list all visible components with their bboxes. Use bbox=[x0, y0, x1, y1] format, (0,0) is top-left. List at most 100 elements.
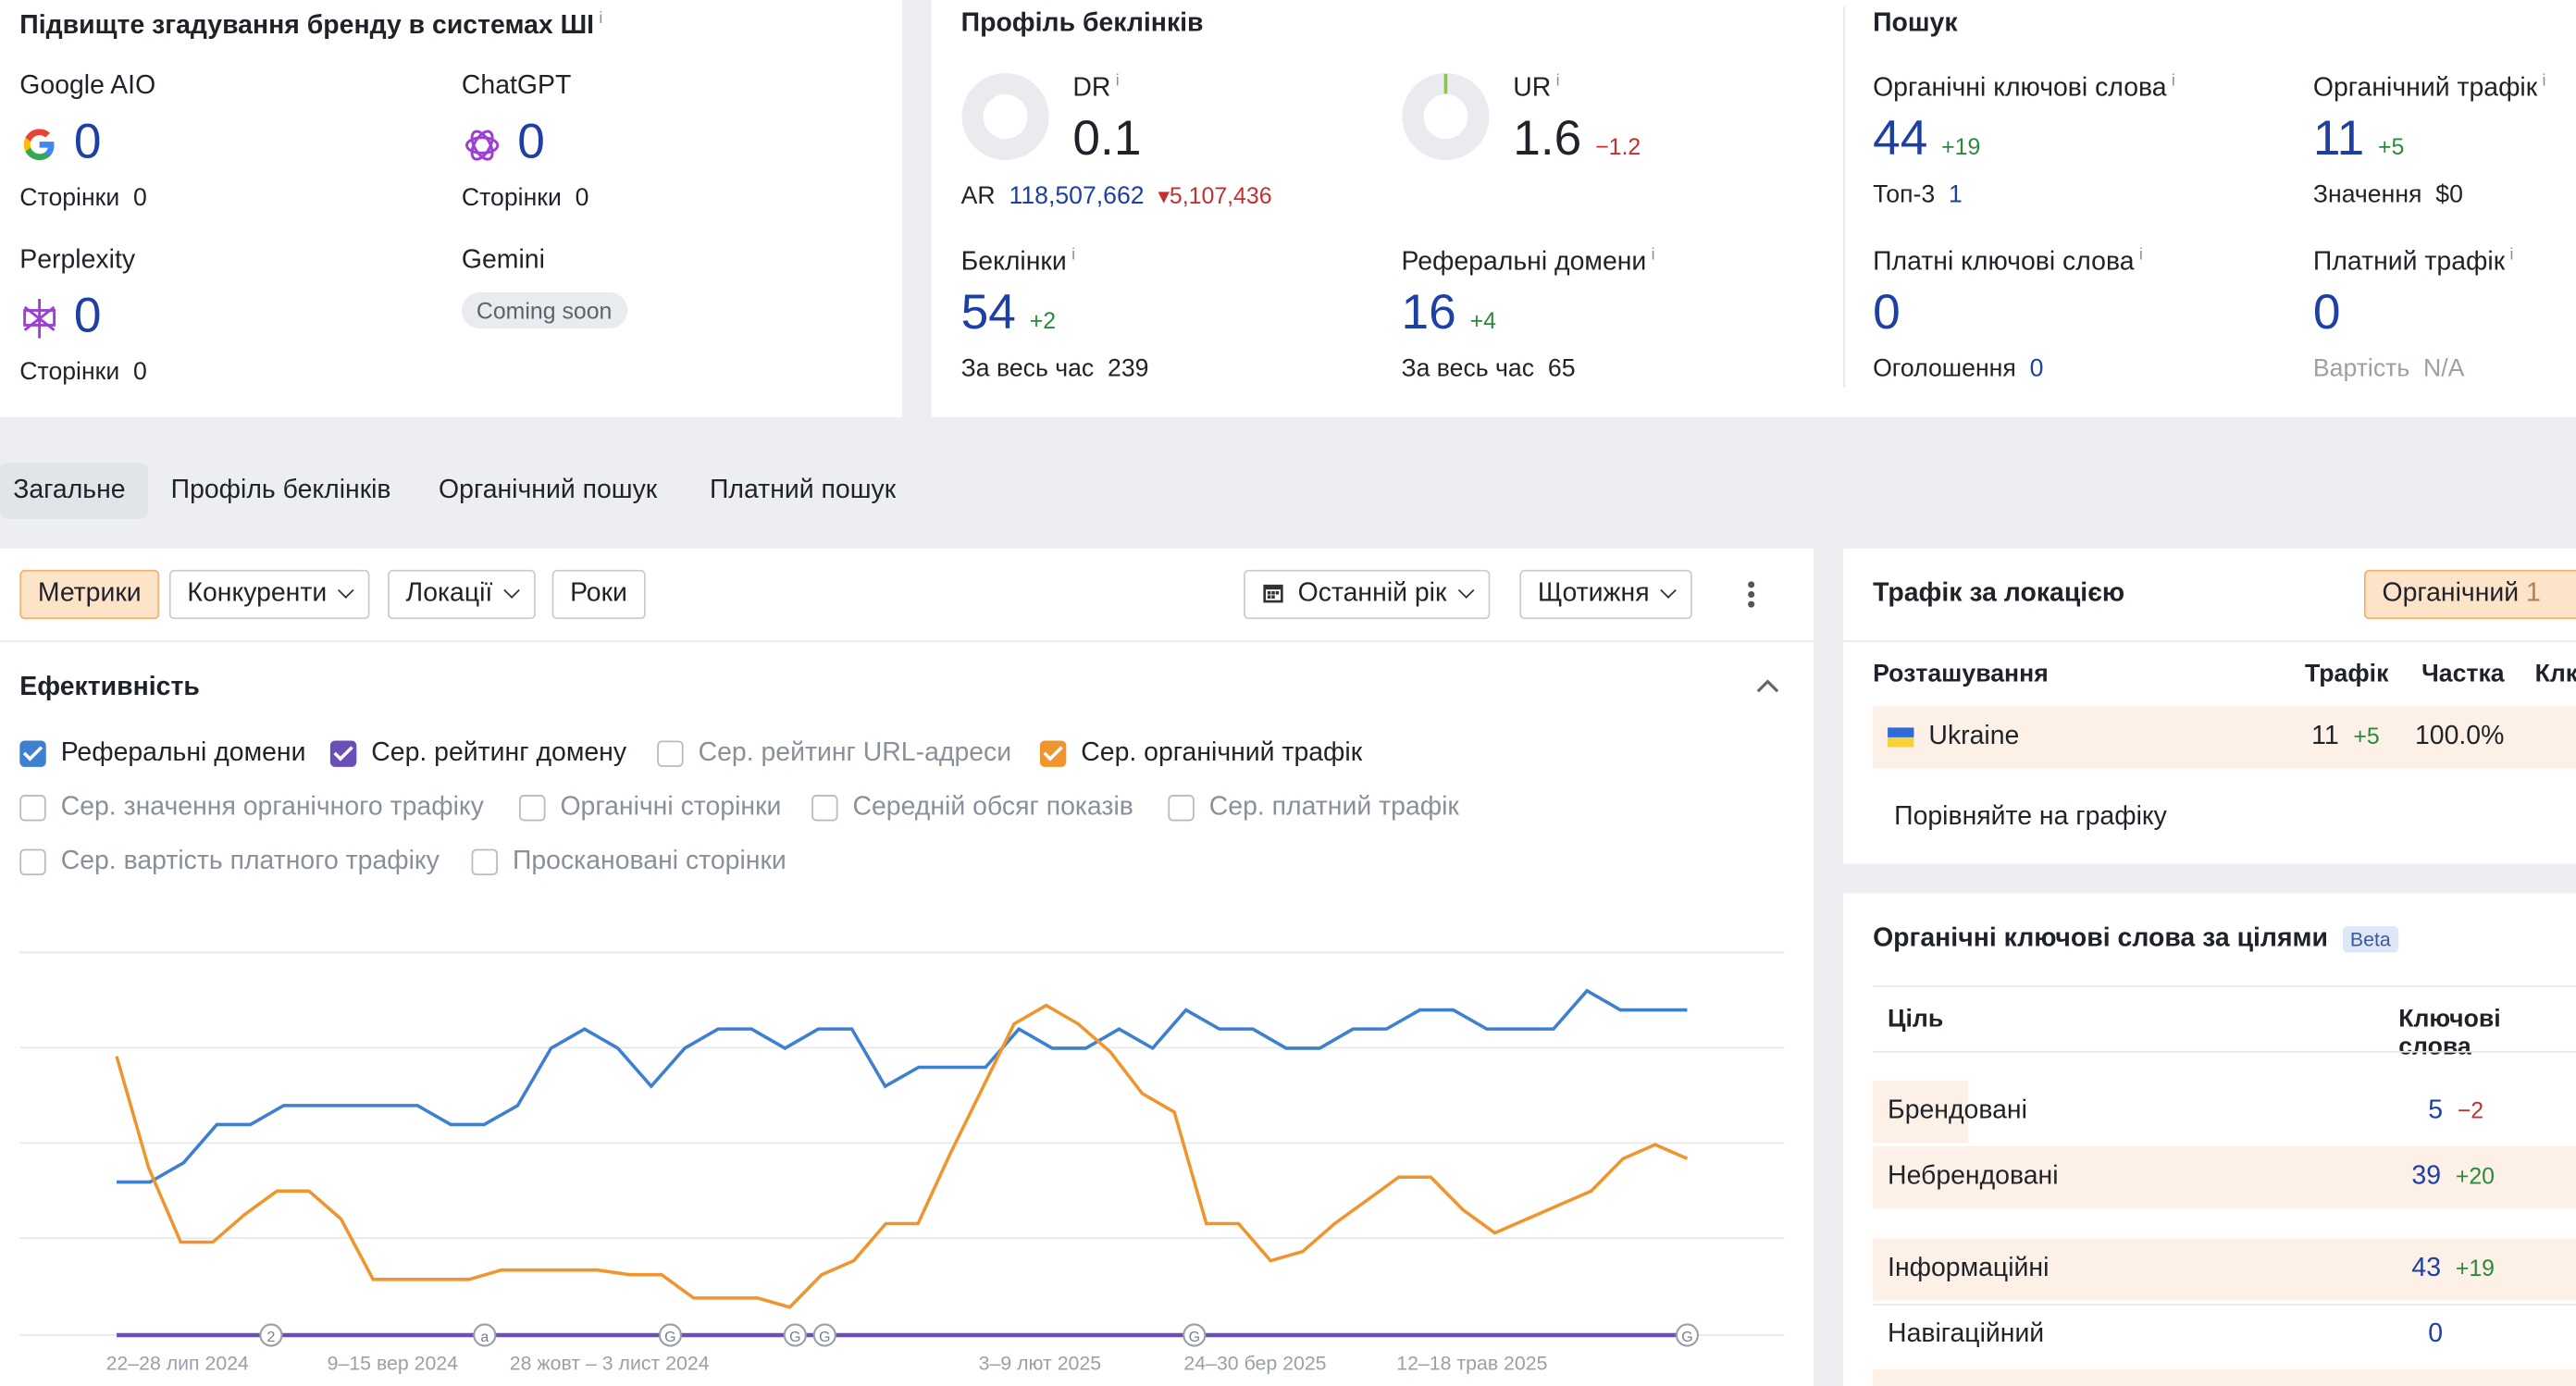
tab-overview[interactable]: Загальне bbox=[0, 463, 148, 519]
info-icon[interactable]: i bbox=[2138, 246, 2143, 265]
info-icon[interactable]: i bbox=[2509, 246, 2514, 265]
metric-checkbox[interactable]: Сер. рейтинг URL-адреси bbox=[657, 739, 1011, 769]
intent-navigational[interactable]: Навігаційний bbox=[1888, 1320, 2045, 1349]
ref-domains-label: Реферальні домени i bbox=[1401, 246, 1655, 277]
info-icon[interactable]: i bbox=[1651, 246, 1655, 265]
intent-branded[interactable]: Брендовані bbox=[1888, 1096, 2027, 1125]
locations-button[interactable]: Локації bbox=[388, 569, 536, 620]
perplexity-value[interactable]: 0 bbox=[73, 289, 102, 343]
backlinks-search-card: Профіль беклінків DR i 0.1 AR 118,507,662… bbox=[931, 0, 2576, 417]
paid-kw-value[interactable]: 0 bbox=[1873, 285, 1901, 340]
col-location[interactable]: Розташування bbox=[1873, 660, 2049, 688]
chatgpt-value[interactable]: 0 bbox=[517, 115, 545, 169]
annotation-marker[interactable]: a bbox=[473, 1323, 497, 1347]
ur-value: 1.6 −1.2 bbox=[1513, 111, 1641, 167]
tab-paid[interactable]: Платний пошук bbox=[710, 476, 897, 504]
series-line[interactable] bbox=[115, 1003, 1689, 1309]
svg-text:G: G bbox=[1189, 1330, 1200, 1345]
tab-organic[interactable]: Органічний пошук bbox=[439, 476, 658, 504]
ref-domains-value[interactable]: 16 +4 bbox=[1401, 285, 1496, 340]
location-country[interactable]: Ukraine bbox=[1928, 722, 2020, 751]
x-tick-label: 28 жовт – 3 лист 2024 bbox=[510, 1352, 710, 1374]
tab-backlinks[interactable]: Профіль беклінків bbox=[170, 476, 391, 504]
paid-traffic-value[interactable]: 0 bbox=[2312, 285, 2341, 340]
info-icon[interactable]: i bbox=[1071, 246, 1076, 265]
col-clicks[interactable]: Клк bbox=[2534, 660, 2576, 688]
metric-checkbox[interactable]: Органічні сторінки bbox=[519, 793, 781, 823]
location-traffic: 11 +5 bbox=[2311, 722, 2380, 751]
info-icon[interactable]: i bbox=[599, 9, 603, 29]
chevron-down-icon bbox=[1660, 582, 1677, 599]
info-icon[interactable]: i bbox=[1555, 72, 1560, 91]
checkbox-icon[interactable] bbox=[329, 740, 357, 767]
svg-text:2: 2 bbox=[267, 1330, 276, 1345]
col-intent[interactable]: Ціль bbox=[1888, 1005, 1944, 1033]
checkbox-icon[interactable] bbox=[657, 740, 684, 767]
x-tick-label: 3–9 лют 2025 bbox=[979, 1352, 1101, 1374]
col-traffic[interactable]: Трафік bbox=[2305, 660, 2389, 688]
col-share[interactable]: Частка bbox=[2421, 660, 2505, 688]
row-bar bbox=[1873, 1145, 2576, 1209]
chevron-up-icon[interactable] bbox=[1754, 676, 1780, 696]
svg-text:G: G bbox=[1681, 1330, 1692, 1345]
checkbox-icon[interactable] bbox=[19, 795, 46, 822]
annotation-marker[interactable]: G bbox=[658, 1323, 683, 1347]
gemini-label: Gemini bbox=[461, 246, 545, 275]
metric-checkbox[interactable]: Сер. органічний трафік bbox=[1039, 739, 1362, 769]
table-row[interactable] bbox=[1873, 706, 2576, 769]
backlinks-value[interactable]: 54 +2 bbox=[960, 285, 1057, 340]
chevron-down-icon bbox=[1457, 582, 1474, 599]
checkbox-icon[interactable] bbox=[471, 848, 498, 876]
col-keywords[interactable]: Ключові слова bbox=[2398, 1005, 2501, 1061]
intent-nonbranded[interactable]: Небрендовані bbox=[1888, 1162, 2059, 1191]
metric-checkbox-label: Сер. вартість платного трафіку bbox=[60, 847, 440, 876]
series-line[interactable] bbox=[117, 988, 1688, 1184]
period-button[interactable]: Останній рік bbox=[1244, 569, 1490, 620]
checkbox-icon[interactable] bbox=[19, 848, 46, 876]
checkbox-icon[interactable] bbox=[1168, 795, 1195, 822]
info-icon[interactable]: i bbox=[2542, 72, 2546, 91]
years-button[interactable]: Роки bbox=[551, 569, 646, 620]
metric-checkbox-label: Сер. рейтинг домену bbox=[371, 738, 627, 767]
top3-row: Топ-3 1 bbox=[1873, 180, 1963, 209]
dr-label: DR i bbox=[1072, 72, 1120, 103]
svg-text:G: G bbox=[789, 1330, 800, 1345]
metric-checkbox-label: Реферальні домени bbox=[60, 738, 306, 767]
annotation-marker[interactable]: G bbox=[783, 1323, 807, 1347]
metric-checkbox[interactable]: Сер. платний трафік bbox=[1168, 793, 1459, 823]
checkbox-icon[interactable] bbox=[19, 740, 46, 767]
metric-checkbox-label: Середній обсяг показів bbox=[852, 793, 1133, 822]
more-icon[interactable] bbox=[1741, 578, 1761, 611]
org-kw-value[interactable]: 44 +19 bbox=[1873, 111, 1981, 167]
ar-row: AR 118,507,662 ▾5,107,436 bbox=[960, 182, 1272, 211]
annotation-marker[interactable]: 2 bbox=[259, 1323, 283, 1347]
svg-text:G: G bbox=[819, 1330, 830, 1345]
organic-toggle[interactable]: Органічний 1 bbox=[2363, 569, 2576, 620]
checkbox-icon[interactable] bbox=[519, 795, 546, 822]
annotation-marker[interactable]: G bbox=[1183, 1323, 1207, 1347]
intent-informational[interactable]: Інформаційні bbox=[1888, 1255, 2050, 1283]
divider bbox=[1873, 1050, 2576, 1053]
metric-checkbox[interactable]: Сер. рейтинг домену bbox=[329, 738, 627, 769]
competitors-button[interactable]: Конкуренти bbox=[168, 569, 370, 620]
metric-checkbox-label: Проскановані сторінки bbox=[512, 847, 786, 876]
metric-checkbox[interactable]: Сер. значення органічного трафіку bbox=[19, 793, 484, 823]
checkbox-icon[interactable] bbox=[1039, 740, 1067, 767]
chatgpt-label: ChatGPT bbox=[461, 72, 572, 101]
annotation-marker[interactable]: G bbox=[812, 1323, 836, 1347]
checkbox-icon[interactable] bbox=[811, 795, 838, 822]
metric-checkbox-label: Сер. значення органічного трафіку bbox=[60, 793, 484, 822]
google-aio-value[interactable]: 0 bbox=[73, 115, 102, 169]
metric-checkbox[interactable]: Проскановані сторінки bbox=[471, 847, 786, 877]
info-icon[interactable]: i bbox=[1115, 72, 1120, 91]
compare-link[interactable]: Порівняйте на графіку bbox=[1894, 802, 2167, 832]
backlinks-title: Профіль беклінків bbox=[960, 9, 1204, 38]
metric-checkbox[interactable]: Реферальні домени bbox=[19, 739, 305, 769]
metrics-button[interactable]: Метрики bbox=[19, 569, 160, 620]
interval-button[interactable]: Щотижня bbox=[1519, 569, 1692, 620]
org-traffic-value[interactable]: 11 +5 bbox=[2312, 111, 2405, 167]
annotation-marker[interactable]: G bbox=[1675, 1323, 1700, 1347]
metric-checkbox[interactable]: Сер. вартість платного трафіку bbox=[19, 848, 440, 877]
info-icon[interactable]: i bbox=[2171, 72, 2175, 91]
metric-checkbox[interactable]: Середній обсяг показів bbox=[811, 793, 1133, 823]
